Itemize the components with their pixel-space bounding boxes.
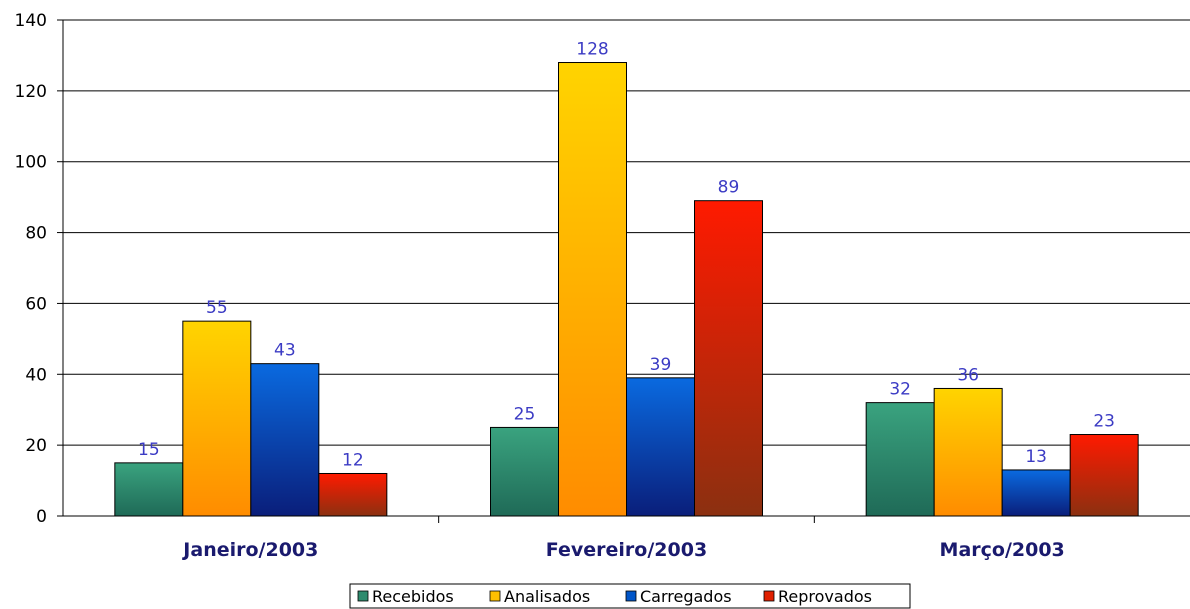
- data-label: 43: [274, 341, 296, 361]
- y-tick-label: 40: [25, 365, 47, 385]
- legend-swatch-analisados: [489, 590, 501, 602]
- x-category-label: Fevereiro/2003: [546, 539, 707, 561]
- x-category-label: Janeiro/2003: [181, 539, 318, 561]
- y-tick-label: 100: [15, 153, 47, 173]
- bar-recebidos: [114, 462, 184, 517]
- y-tick-label: 120: [15, 82, 47, 102]
- bar-reprovados: [318, 472, 388, 517]
- bar-reprovados: [1069, 434, 1139, 517]
- data-label: 32: [889, 380, 911, 400]
- legend-swatch-reprovados: [763, 590, 775, 602]
- x-category-label: Março/2003: [940, 539, 1065, 561]
- legend-label-carregados: Carregados: [640, 587, 732, 606]
- data-label: 89: [718, 178, 740, 198]
- data-labels: 15 55 43 12 25 128 39 89 32 36 13 23: [138, 40, 1115, 471]
- bar-recebidos: [490, 426, 559, 517]
- bar-carregados: [626, 377, 695, 517]
- bar-recebidos: [865, 402, 935, 517]
- y-tick-label: 20: [25, 436, 47, 456]
- legend-label-analisados: Analisados: [504, 587, 590, 606]
- data-label: 36: [957, 365, 979, 385]
- bar-analisados: [182, 320, 252, 517]
- legend-label-reprovados: Reprovados: [778, 587, 872, 606]
- data-label: 128: [576, 40, 608, 60]
- bar-carregados: [1001, 469, 1071, 517]
- data-label: 12: [342, 450, 364, 470]
- legend-swatch-carregados: [625, 590, 637, 602]
- data-label: 23: [1093, 412, 1115, 432]
- bar-carregados: [250, 363, 320, 517]
- data-label: 13: [1025, 447, 1047, 467]
- y-tick-label: 80: [25, 224, 47, 244]
- y-tick-label: 140: [15, 11, 47, 31]
- data-label: 15: [138, 440, 160, 460]
- data-label: 39: [650, 355, 672, 375]
- legend-swatch-recebidos: [357, 590, 369, 602]
- bar-analisados: [933, 387, 1003, 517]
- bar-analisados: [558, 62, 627, 517]
- bars: [114, 62, 1139, 517]
- y-tick-label: 0: [36, 507, 47, 527]
- data-label: 25: [514, 404, 536, 424]
- y-tick-label: 60: [25, 294, 47, 314]
- legend: Recebidos Analisados Carregados Reprovados: [349, 583, 911, 609]
- data-label: 55: [206, 298, 228, 318]
- legend-label-recebidos: Recebidos: [372, 587, 454, 606]
- bar-reprovados: [694, 200, 763, 517]
